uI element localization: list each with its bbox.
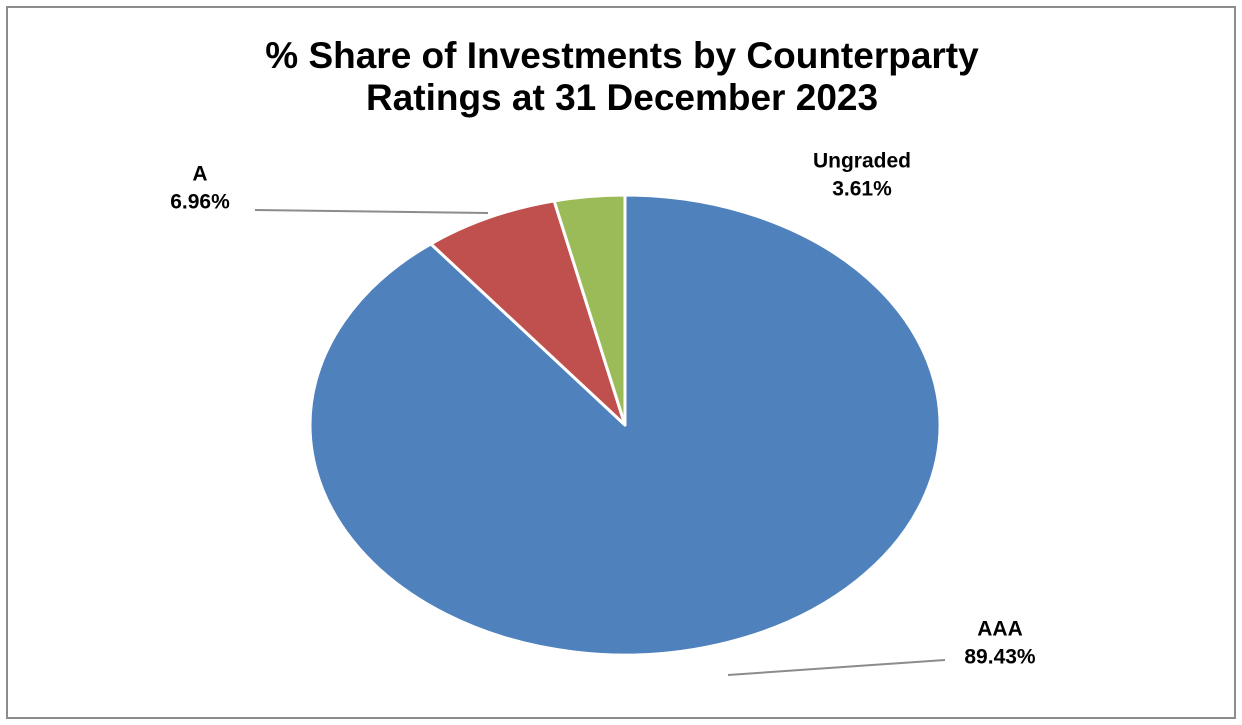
pie-slice <box>552 193 627 427</box>
pie-slice <box>429 199 627 427</box>
slice-value-label: 6.96% <box>170 191 230 214</box>
slice-label: A <box>192 163 207 186</box>
chart-title: % Share of Investments by Counterparty <box>265 35 979 76</box>
slice-value-label: 3.61% <box>832 178 892 201</box>
slice-value-label: 89.43% <box>964 646 1036 669</box>
leader-line <box>727 659 946 676</box>
slice-label: AAA <box>977 618 1023 641</box>
slice-label: Ungraded <box>813 150 911 173</box>
leader-line <box>254 209 489 214</box>
chart-title: Ratings at 31 December 2023 <box>366 77 878 118</box>
